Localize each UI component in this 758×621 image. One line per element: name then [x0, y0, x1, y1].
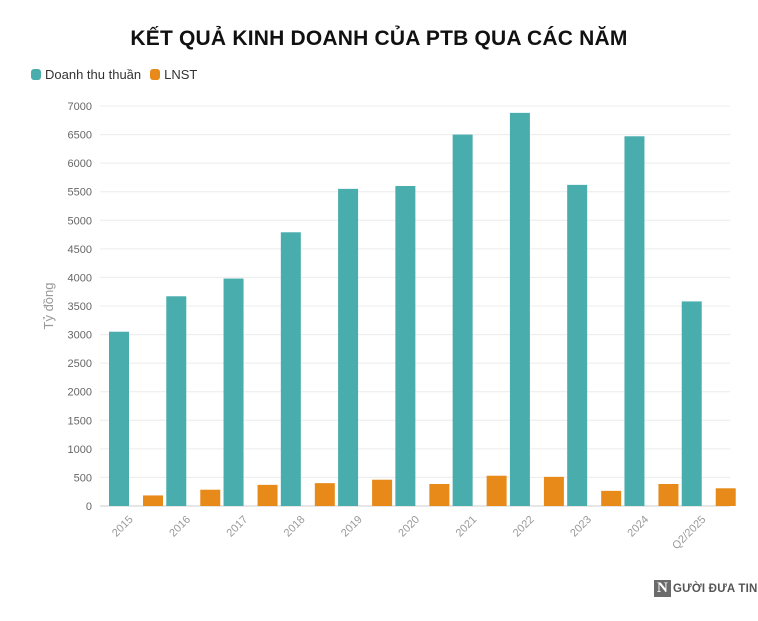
legend-label-profit: LNST — [164, 67, 198, 82]
y-axis-label: Tỷ đồng — [41, 283, 56, 330]
bar-profit — [143, 495, 163, 506]
y-tick-label: 1000 — [68, 444, 92, 456]
bar-revenue — [567, 184, 588, 506]
y-tick-label: 5000 — [68, 215, 92, 227]
bar-profit — [257, 484, 278, 506]
legend-swatch-revenue — [31, 69, 41, 80]
bar-revenue — [109, 331, 129, 506]
bar-profit — [200, 489, 221, 506]
legend-item-profit[interactable]: LNST — [150, 67, 197, 82]
bar-profit — [601, 490, 622, 506]
x-tick-label: Q2/2025 — [670, 514, 708, 552]
bar-profit — [429, 484, 450, 506]
x-tick-label: 2016 — [167, 514, 193, 540]
chart-legend: Doanh thu thuần LNST — [31, 67, 206, 82]
y-tick-label: 0 — [86, 501, 92, 513]
bar-revenue — [509, 112, 530, 506]
legend-item-revenue[interactable]: Doanh thu thuần — [31, 67, 141, 82]
bar-revenue — [223, 278, 244, 506]
bar-profit — [543, 476, 564, 506]
y-tick-label: 3500 — [68, 301, 92, 313]
y-tick-label: 1500 — [68, 415, 92, 427]
y-tick-label: 500 — [74, 472, 92, 484]
bar-profit — [314, 483, 335, 506]
bar-revenue — [452, 134, 473, 507]
legend-label-revenue: Doanh thu thuần — [45, 67, 142, 82]
y-tick-label: 6000 — [68, 158, 92, 170]
x-tick-label: 2024 — [625, 514, 651, 540]
y-tick-label: 4500 — [68, 244, 92, 256]
bar-revenue — [681, 301, 702, 506]
bar-revenue — [338, 188, 359, 506]
x-tick-label: 2020 — [396, 514, 422, 540]
x-tick-label: 2017 — [225, 514, 251, 540]
watermark-n-icon: N — [654, 580, 671, 597]
y-tick-label: 2500 — [68, 358, 92, 370]
bar-revenue — [280, 232, 301, 507]
y-tick-label: 6500 — [68, 130, 92, 142]
bar-revenue — [624, 136, 645, 507]
bar-revenue — [395, 186, 416, 506]
x-tick-label: 2018 — [282, 514, 308, 540]
y-tick-label: 4000 — [68, 272, 92, 284]
bar-profit — [658, 484, 679, 506]
bar-profit — [372, 479, 393, 506]
y-tick-label: 3000 — [68, 330, 92, 342]
x-tick-label: 2022 — [511, 514, 537, 540]
chart-title: KẾT QUẢ KINH DOANH CỦA PTB QUA CÁC NĂM — [130, 27, 628, 50]
bar-profit — [715, 488, 736, 506]
watermark-logo: N gười đưa tin — [654, 580, 758, 597]
y-tick-label: 7000 — [68, 101, 92, 113]
bar-profit — [486, 475, 507, 506]
x-tick-label: 2015 — [110, 514, 136, 540]
legend-swatch-profit — [150, 69, 161, 80]
bar-revenue — [166, 296, 187, 506]
y-tick-label: 2000 — [68, 387, 92, 399]
watermark-text: gười đưa tin — [673, 582, 758, 595]
x-tick-label: 2021 — [454, 514, 480, 540]
x-tick-label: 2019 — [339, 514, 365, 540]
y-tick-label: 5500 — [68, 187, 92, 199]
x-tick-label: 2023 — [568, 514, 594, 540]
